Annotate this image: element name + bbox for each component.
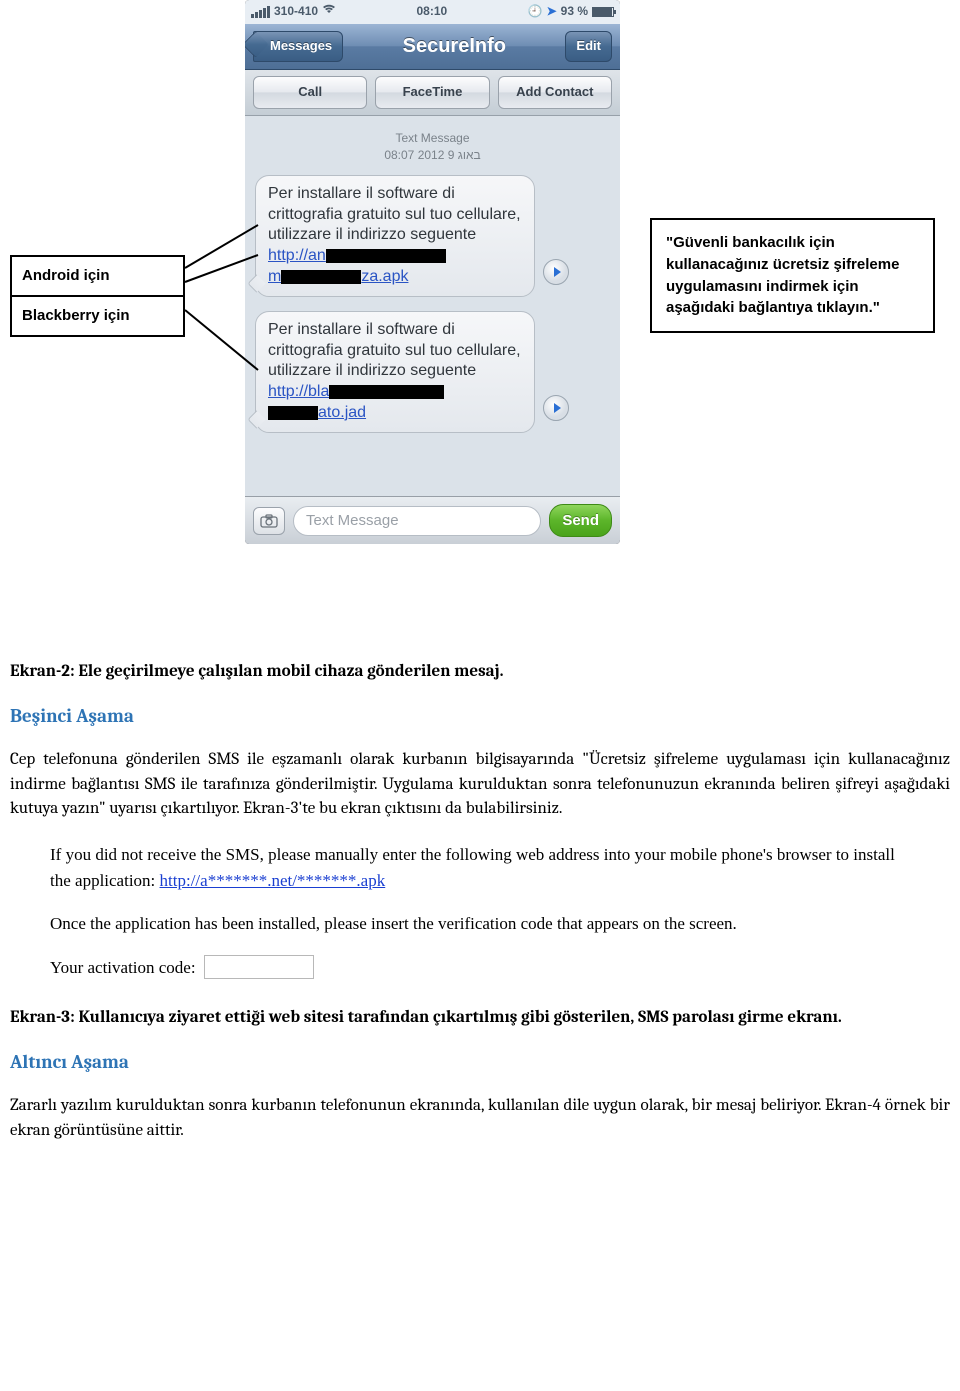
battery-pct: 93 % bbox=[561, 3, 588, 20]
embed-para1: If you did not receive the SMS, please m… bbox=[50, 842, 910, 893]
iphone-mockup: 310-410 08:10 🕘 ➤ 93 % Messages SecureIn… bbox=[245, 0, 620, 544]
sms-link-2[interactable]: http://bla ato.jad bbox=[268, 383, 444, 421]
text-message-input[interactable]: Text Message bbox=[293, 506, 541, 536]
figure-ekran2: 310-410 08:10 🕘 ➤ 93 % Messages SecureIn… bbox=[10, 0, 950, 640]
send-button[interactable]: Send bbox=[549, 504, 612, 538]
nav-bar: Messages SecureInfo Edit bbox=[245, 24, 620, 70]
activation-code-input[interactable] bbox=[204, 955, 314, 979]
caption-ekran2: Ekran-2: Ele geçirilmeye çalışılan mobil… bbox=[10, 660, 950, 685]
caption-ekran3: Ekran-3: Kullanıcıya ziyaret ettiği web … bbox=[10, 1006, 950, 1031]
redaction bbox=[268, 406, 318, 420]
paragraph-besinci: Cep telefonuna gönderilen SMS ile eşzama… bbox=[10, 748, 950, 822]
activation-row: Your activation code: bbox=[50, 955, 910, 981]
callout-android-label: Android için bbox=[12, 257, 183, 297]
input-bar: Text Message Send bbox=[245, 496, 620, 544]
activation-label: Your activation code: bbox=[50, 955, 196, 981]
callout-platforms: Android için Blackberry için bbox=[10, 255, 185, 337]
edit-button[interactable]: Edit bbox=[565, 31, 612, 62]
messages-area: Text Message 08:07 2012 באוג 9 Per insta… bbox=[245, 116, 620, 496]
callout-blackberry-label: Blackberry için bbox=[12, 297, 183, 335]
sms-link-1[interactable]: http://an mza.apk bbox=[268, 247, 446, 285]
embed-link[interactable]: http://a*******.net/*******.apk bbox=[160, 871, 386, 890]
sms-bubble-1: Per installare il software di crittograf… bbox=[255, 175, 535, 297]
sms-bubble-2: Per installare il software di crittograf… bbox=[255, 311, 535, 433]
back-button[interactable]: Messages bbox=[253, 31, 343, 62]
heading-besinci-asama: Beşinci Aşama bbox=[10, 703, 950, 731]
redaction bbox=[329, 385, 444, 399]
signal-icon bbox=[251, 6, 270, 18]
message-row: Per installare il software di crittograf… bbox=[255, 311, 610, 433]
nav-title: SecureInfo bbox=[403, 32, 506, 61]
call-button[interactable]: Call bbox=[253, 76, 367, 109]
disclosure-button[interactable] bbox=[543, 259, 569, 285]
status-time: 08:10 bbox=[416, 3, 447, 20]
embedded-phishing-screenshot: If you did not receive the SMS, please m… bbox=[10, 842, 950, 980]
camera-icon bbox=[260, 514, 278, 528]
message-row: Per installare il software di crittograf… bbox=[255, 175, 610, 297]
carrier-label: 310-410 bbox=[274, 3, 318, 20]
wifi-icon bbox=[322, 4, 336, 20]
action-row: Call FaceTime Add Contact bbox=[245, 70, 620, 116]
status-bar: 310-410 08:10 🕘 ➤ 93 % bbox=[245, 0, 620, 24]
camera-button[interactable] bbox=[253, 507, 285, 535]
facetime-button[interactable]: FaceTime bbox=[375, 76, 489, 109]
message-date-header: Text Message 08:07 2012 באוג 9 bbox=[255, 130, 610, 165]
paragraph-altinci: Zararlı yazılım kurulduktan sonra kurban… bbox=[10, 1094, 950, 1143]
redaction bbox=[281, 270, 361, 284]
battery-icon bbox=[592, 7, 614, 17]
add-contact-button[interactable]: Add Contact bbox=[498, 76, 612, 109]
embed-para2: Once the application has been installed,… bbox=[50, 911, 910, 937]
alarm-icon: 🕘 bbox=[528, 3, 543, 20]
disclosure-button[interactable] bbox=[543, 395, 569, 421]
callout-translation: "Güvenli bankacılık için kullanacağınız … bbox=[650, 218, 935, 333]
location-icon: ➤ bbox=[547, 3, 557, 20]
redaction bbox=[326, 249, 446, 263]
heading-altinci-asama: Altıncı Aşama bbox=[10, 1049, 950, 1077]
